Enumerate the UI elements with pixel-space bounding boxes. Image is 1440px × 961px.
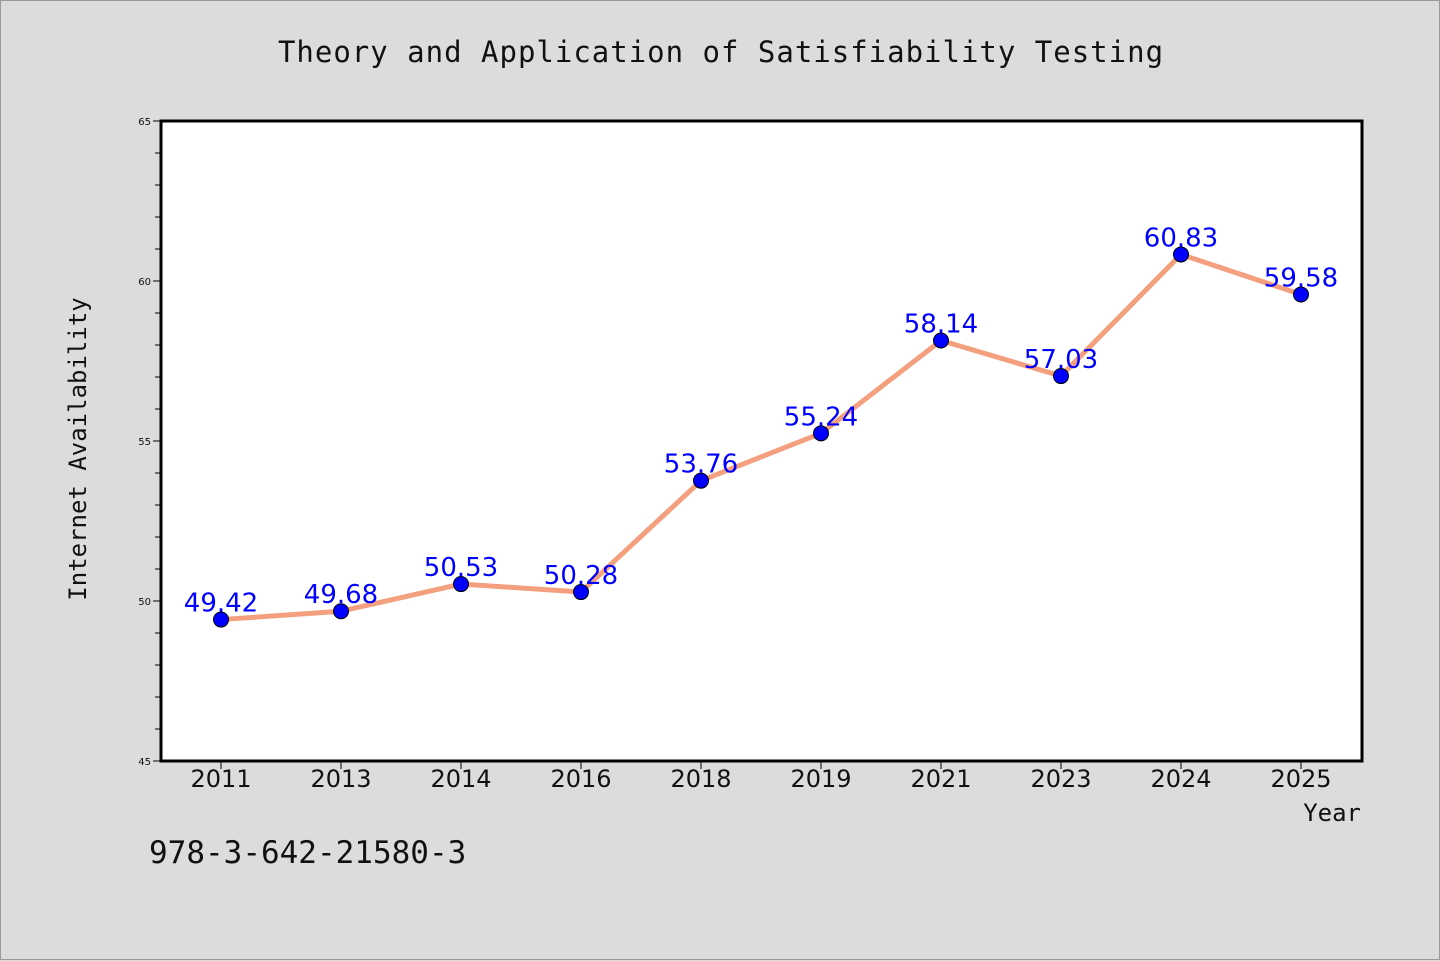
data-label: 50.28 — [544, 561, 618, 591]
data-point — [213, 611, 229, 628]
x-tick-label: 2011 — [190, 765, 251, 793]
x-tick-label: 2014 — [430, 765, 491, 793]
data-label: 60.83 — [1144, 223, 1218, 253]
data-point — [333, 603, 349, 620]
data-point — [573, 584, 589, 601]
series-line — [220, 251, 1302, 623]
x-tick-label: 2023 — [1030, 765, 1091, 793]
data-point — [1053, 368, 1069, 385]
x-tick-label: 2018 — [670, 765, 731, 793]
y-tick-label: 45 — [138, 757, 151, 768]
data-point — [693, 472, 709, 489]
y-axis-label: Internet Availability — [64, 297, 92, 600]
x-tick-label: 2016 — [550, 765, 611, 793]
data-label: 55.24 — [784, 402, 858, 432]
data-label: 53.76 — [664, 450, 738, 480]
data-label: 50.53 — [424, 553, 498, 583]
x-tick-label: 2013 — [310, 765, 371, 793]
data-point — [1173, 246, 1189, 263]
x-tick-label: 2025 — [1270, 765, 1331, 793]
y-tick-label: 60 — [138, 277, 151, 288]
x-tick-label: 2019 — [790, 765, 851, 793]
data-point — [1293, 286, 1309, 303]
y-tick-label: 55 — [138, 437, 151, 448]
x-tick-label: 2024 — [1150, 765, 1211, 793]
y-tick-label: 50 — [138, 597, 151, 608]
x-axis-ticks: 2011 2013 2014 2016 2018 2019 2021 2023 2024 2025 — [190, 761, 1332, 793]
x-tick-label: 2021 — [910, 765, 971, 793]
chart-title: Theory and Application of Satisfiability… — [277, 35, 1165, 69]
isbn-text: 978-3-642-21580-3 — [149, 835, 467, 871]
data-label: 59.58 — [1264, 263, 1338, 293]
plot-area — [159, 119, 1364, 763]
y-axis-ticks: 45 50 55 60 65 — [138, 117, 161, 768]
data-point — [813, 425, 829, 442]
data-label: 57.03 — [1024, 345, 1098, 375]
data-label: 58.14 — [904, 310, 978, 340]
data-label: 49.42 — [184, 589, 258, 619]
data-label: 49.68 — [304, 580, 378, 610]
series-group: 49.42 49.68 50.53 50.28 53.76 55.24 58.14 57.03… — [184, 223, 1338, 628]
data-point — [933, 332, 949, 349]
y-tick-label: 65 — [138, 117, 151, 128]
data-point — [453, 576, 469, 593]
x-axis-label: Year — [1303, 799, 1361, 827]
